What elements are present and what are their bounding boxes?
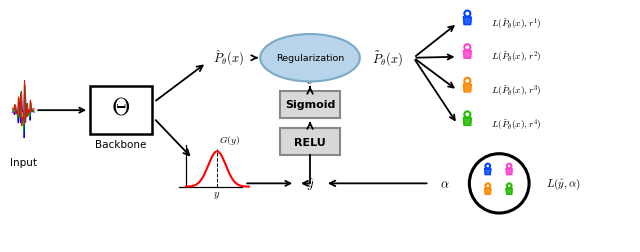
Polygon shape (463, 118, 471, 126)
FancyBboxPatch shape (90, 87, 152, 134)
Text: $L(\tilde{P}_{\theta}(x), r^4)$: $L(\tilde{P}_{\theta}(x), r^4)$ (492, 117, 542, 132)
Text: Regularization: Regularization (276, 54, 344, 63)
Polygon shape (463, 85, 471, 92)
Polygon shape (484, 189, 491, 195)
Text: $y$: $y$ (214, 190, 221, 201)
Text: $L(\hat{y}, \alpha)$: $L(\hat{y}, \alpha)$ (546, 176, 580, 191)
Text: $G(y)$: $G(y)$ (219, 134, 240, 146)
Text: Input: Input (10, 157, 36, 167)
Polygon shape (506, 189, 512, 195)
FancyBboxPatch shape (280, 129, 340, 155)
Polygon shape (506, 169, 512, 175)
Ellipse shape (260, 35, 360, 82)
Polygon shape (484, 169, 491, 175)
Text: Sigmoid: Sigmoid (285, 100, 335, 110)
Polygon shape (463, 18, 471, 25)
Text: $L(\tilde{P}_{\theta}(x), r^1)$: $L(\tilde{P}_{\theta}(x), r^1)$ (492, 16, 542, 32)
Text: $\hat{P}_{\theta}(x)$: $\hat{P}_{\theta}(x)$ (213, 49, 244, 68)
Circle shape (469, 154, 529, 213)
Text: $\alpha$: $\alpha$ (440, 177, 449, 190)
Text: $\tilde{y}$: $\tilde{y}$ (306, 70, 314, 86)
Text: $\tilde{P}_{\theta}(x)$: $\tilde{P}_{\theta}(x)$ (372, 49, 403, 68)
Text: RELU: RELU (294, 137, 326, 147)
Text: Backbone: Backbone (95, 139, 147, 149)
FancyBboxPatch shape (280, 91, 340, 118)
Text: $\hat{y}$: $\hat{y}$ (306, 175, 314, 192)
Text: $L(\tilde{P}_{\theta}(x), r^3)$: $L(\tilde{P}_{\theta}(x), r^3)$ (492, 83, 542, 99)
Polygon shape (463, 51, 471, 59)
Text: $L(\tilde{P}_{\theta}(x), r^2)$: $L(\tilde{P}_{\theta}(x), r^2)$ (492, 50, 542, 65)
Text: $\Theta$: $\Theta$ (111, 95, 131, 119)
